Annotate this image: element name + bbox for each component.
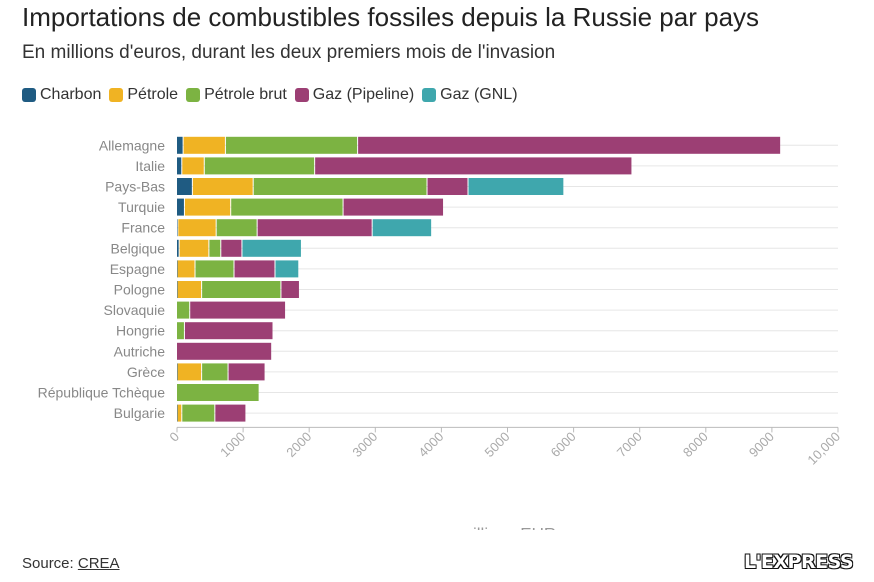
category-label: France [121, 220, 165, 236]
source-link[interactable]: CREA [77, 555, 120, 572]
legend-swatch [422, 88, 437, 102]
bar-segment [184, 198, 231, 216]
category-label: Grèce [127, 364, 165, 380]
bar-segment [209, 239, 221, 257]
x-tick-label: 4000 [415, 429, 446, 460]
x-tick-label: 1000 [217, 429, 248, 460]
source-prefix: Source: [22, 555, 78, 572]
bar-segment [177, 301, 190, 319]
bar-segment [221, 239, 242, 257]
legend-label: Gaz (GNL) [440, 86, 518, 103]
bar-segment [177, 136, 183, 154]
bar-segment [177, 219, 178, 237]
bar-segment [315, 157, 632, 175]
legend-swatch [186, 88, 201, 102]
bar-segment [182, 157, 204, 175]
legend-item-charbon[interactable]: Charbon [22, 86, 101, 104]
bar-segment [275, 260, 299, 278]
bar-segment [183, 136, 225, 154]
x-axis-title: millions EUR [459, 524, 556, 530]
legend-item-petrole-brut[interactable]: Pétrole brut [186, 86, 287, 104]
bar-segment [468, 178, 564, 195]
bar-segment [177, 363, 202, 381]
bar-segment [179, 239, 209, 257]
x-tick-label: 2000 [283, 429, 314, 460]
bar-segment [427, 178, 468, 195]
bar-segment [228, 363, 265, 381]
bar-segment [177, 198, 184, 216]
bar-segment [216, 219, 257, 237]
bar-segment [358, 136, 781, 154]
bar-segment [190, 301, 286, 319]
x-tick-label: 3000 [349, 429, 380, 460]
bar-segment [177, 363, 178, 381]
category-label: Turquie [118, 199, 165, 215]
x-tick-label: 9000 [746, 429, 777, 460]
bar-segment [202, 363, 228, 381]
category-label: Bulgarie [114, 405, 166, 421]
bar-segment [177, 404, 182, 422]
legend-swatch [22, 88, 36, 102]
bar-segment [177, 260, 178, 278]
bar-segment [177, 178, 192, 195]
category-label: Hongrie [116, 323, 165, 339]
category-label: Belgique [111, 240, 166, 256]
category-label: Autriche [114, 343, 166, 359]
bar-segment [177, 281, 202, 298]
bar-segment [177, 157, 182, 175]
bar-segment [202, 281, 281, 298]
legend-item-gaz-pipeline[interactable]: Gaz (Pipeline) [294, 86, 415, 104]
bar-segment [177, 239, 179, 257]
bar-segment [215, 404, 246, 422]
bar-segment [177, 404, 178, 422]
category-label: Italie [135, 158, 165, 174]
legend-label: Charbon [40, 86, 102, 103]
category-label: Pologne [114, 282, 166, 298]
bar-segment [195, 260, 234, 278]
bar-segment [184, 322, 273, 340]
category-label: Espagne [110, 261, 165, 277]
bar-segment [343, 198, 444, 216]
bar-segment [234, 260, 275, 278]
x-tick-label: 8000 [680, 429, 711, 460]
category-label: Pays-Bas [105, 179, 165, 195]
legend-item-gaz-gnl[interactable]: Gaz (GNL) [422, 86, 518, 104]
bar-segment [177, 342, 272, 360]
category-label: Slovaquie [104, 302, 166, 318]
legend-label: Pétrole [127, 86, 179, 103]
bar-segment [225, 136, 358, 154]
legend-swatch [109, 88, 124, 102]
legend-label: Gaz (Pipeline) [312, 86, 415, 103]
legend-label: Pétrole brut [204, 86, 287, 103]
bar-segment [182, 404, 215, 422]
x-tick-label: 10,000 [804, 429, 843, 468]
bar-segment [242, 239, 301, 257]
bar-segment [177, 322, 184, 340]
bar-segment [177, 260, 195, 278]
legend-swatch [294, 88, 309, 102]
category-label: République Tchèque [38, 385, 166, 401]
bar-segment [253, 178, 427, 195]
category-label: Allemagne [99, 137, 165, 153]
bar-segment [177, 384, 259, 401]
x-tick-label: 5000 [482, 429, 513, 460]
legend: Charbon Pétrole Pétrole brut Gaz (Pipeli… [22, 86, 526, 104]
bar-segment [192, 178, 253, 195]
stacked-bar-chart: 0 1000 2000 3000 4000 5000 6000 7000 8000 9000 10,… [38, 136, 843, 530]
bar-segment [281, 281, 299, 298]
chart-subtitle: En millions d'euros, durant les deux pre… [22, 42, 556, 63]
legend-item-petrole[interactable]: Pétrole [109, 86, 178, 104]
chart-title: Importations de combustibles fossiles de… [22, 2, 760, 32]
bar-segment [372, 219, 432, 237]
bar-segment [177, 281, 178, 298]
bar-segment [231, 198, 343, 216]
bar-segment [204, 157, 315, 175]
source-note: Source: CREA [22, 555, 120, 572]
bar-segment [178, 219, 216, 237]
x-tick-label: 0 [166, 429, 182, 445]
x-tick-label: 6000 [548, 429, 579, 460]
x-tick-label: 7000 [614, 429, 645, 460]
publisher-logo: L'EXPRESS [744, 551, 854, 573]
bar-segment [257, 219, 372, 237]
